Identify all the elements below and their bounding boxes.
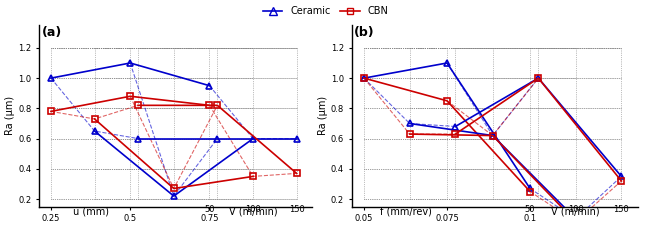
Y-axis label: Ra (µm): Ra (µm): [5, 96, 16, 136]
Text: 100: 100: [568, 205, 583, 214]
Text: 100: 100: [245, 205, 261, 214]
Text: (a): (a): [42, 26, 62, 39]
Text: 150: 150: [613, 205, 630, 214]
Text: V (m/min): V (m/min): [229, 206, 277, 216]
Legend: Ceramic, CBN: Ceramic, CBN: [259, 2, 392, 20]
Y-axis label: Ra (µm): Ra (µm): [318, 96, 328, 136]
Text: u (mm): u (mm): [72, 206, 109, 216]
Text: f (mm/rev): f (mm/rev): [380, 206, 432, 216]
Text: 150: 150: [289, 205, 305, 214]
Text: 50: 50: [204, 205, 215, 214]
Text: 50: 50: [525, 205, 535, 214]
Text: (b): (b): [354, 26, 375, 39]
Text: V (m/min): V (m/min): [551, 206, 600, 216]
